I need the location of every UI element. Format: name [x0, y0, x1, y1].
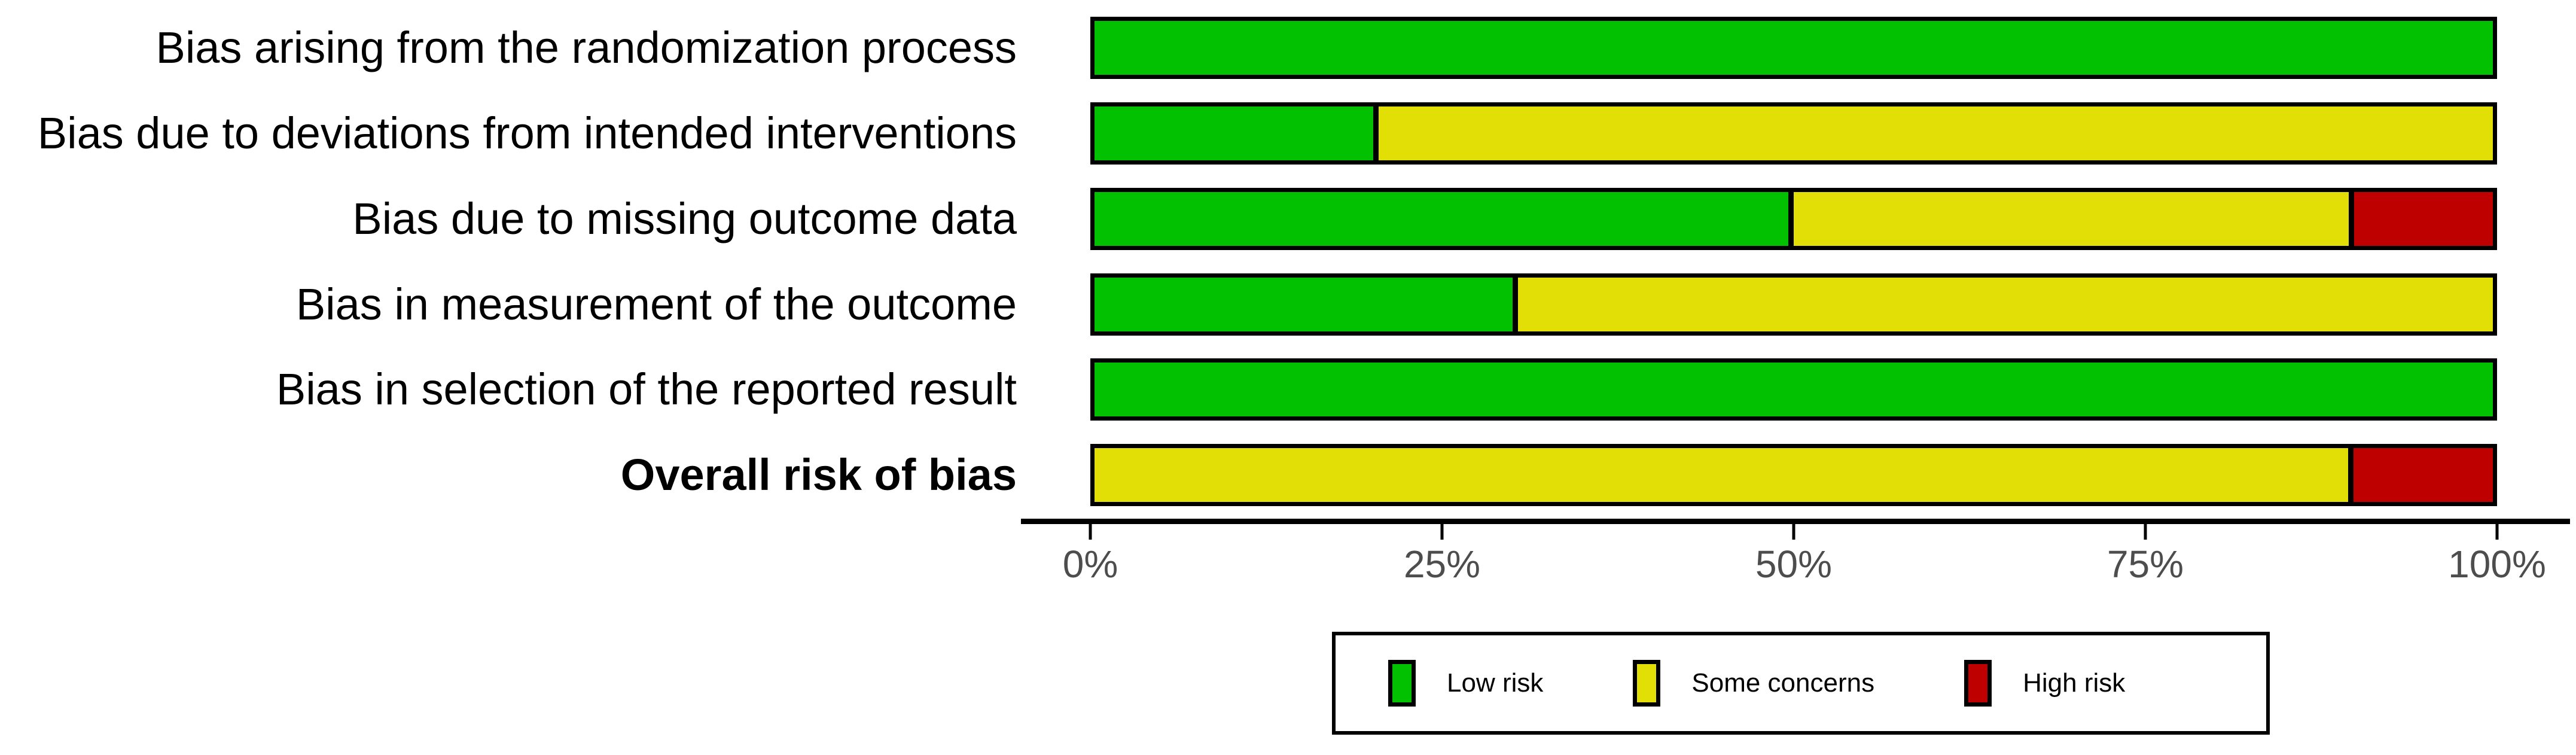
category-label: Bias arising from the randomization proc… — [156, 23, 1017, 72]
bar-segment-low-risk — [1095, 192, 1788, 246]
bar-segment-low-risk — [1095, 363, 2493, 416]
x-axis-tick — [2144, 524, 2147, 540]
x-axis-tick-label: 25% — [1403, 543, 1481, 586]
bar-segment-some-concerns — [1512, 278, 2493, 331]
legend-label: Some concerns — [1691, 668, 1875, 698]
x-axis-tick-label: 0% — [1062, 543, 1118, 586]
legend-key-some-concerns — [1633, 660, 1661, 707]
bar-segment-high-risk — [2349, 192, 2493, 246]
x-axis-tick-label: 100% — [2448, 543, 2546, 586]
x-axis-line — [1021, 519, 2570, 524]
stacked-bar — [1090, 17, 2497, 79]
x-axis-tick — [1792, 524, 1795, 540]
legend-item-low-risk: Low risk — [1388, 660, 1543, 707]
x-axis-tick-label: 50% — [1755, 543, 1833, 586]
category-row: Bias in selection of the reported result — [0, 358, 2576, 421]
category-row: Bias in measurement of the outcome — [0, 273, 2576, 336]
bar-segment-low-risk — [1095, 21, 2493, 75]
category-row: Bias due to missing outcome data — [0, 188, 2576, 250]
legend: Low risk Some concerns High risk — [1332, 632, 2270, 735]
x-axis-tick — [2495, 524, 2499, 540]
x-axis-tick-label: 75% — [2106, 543, 2184, 586]
legend-label: High risk — [2023, 668, 2126, 698]
bar-segment-low-risk — [1095, 278, 1513, 331]
bar-segment-some-concerns — [1788, 192, 2349, 246]
category-label: Bias in selection of the reported result — [276, 364, 1017, 414]
legend-item-some-concerns: Some concerns — [1633, 660, 1874, 707]
x-axis-tick — [1440, 524, 1444, 540]
stacked-bar — [1090, 188, 2497, 250]
category-row: Bias arising from the randomization proc… — [0, 17, 2576, 79]
legend-item-high-risk: High risk — [1964, 660, 2125, 707]
category-row: Overall risk of bias — [0, 444, 2576, 506]
category-label: Bias due to deviations from intended int… — [37, 108, 1017, 158]
stacked-bar — [1090, 358, 2497, 421]
bar-segment-high-risk — [2348, 448, 2493, 502]
category-label-overall: Overall risk of bias — [620, 450, 1017, 500]
category-label: Bias in measurement of the outcome — [295, 279, 1017, 329]
category-label: Bias due to missing outcome data — [352, 194, 1017, 243]
bar-segment-some-concerns — [1373, 106, 2493, 160]
legend-key-high-risk — [1964, 660, 1992, 707]
bar-segment-low-risk — [1095, 106, 1373, 160]
category-row: Bias due to deviations from intended int… — [0, 102, 2576, 165]
stacked-bar — [1090, 102, 2497, 165]
stacked-bar — [1090, 444, 2497, 506]
legend-label: Low risk — [1447, 668, 1544, 698]
bar-segment-some-concerns — [1095, 448, 2349, 502]
stacked-bar — [1090, 273, 2497, 336]
x-axis-tick — [1089, 524, 1092, 540]
legend-key-low-risk — [1388, 660, 1416, 707]
